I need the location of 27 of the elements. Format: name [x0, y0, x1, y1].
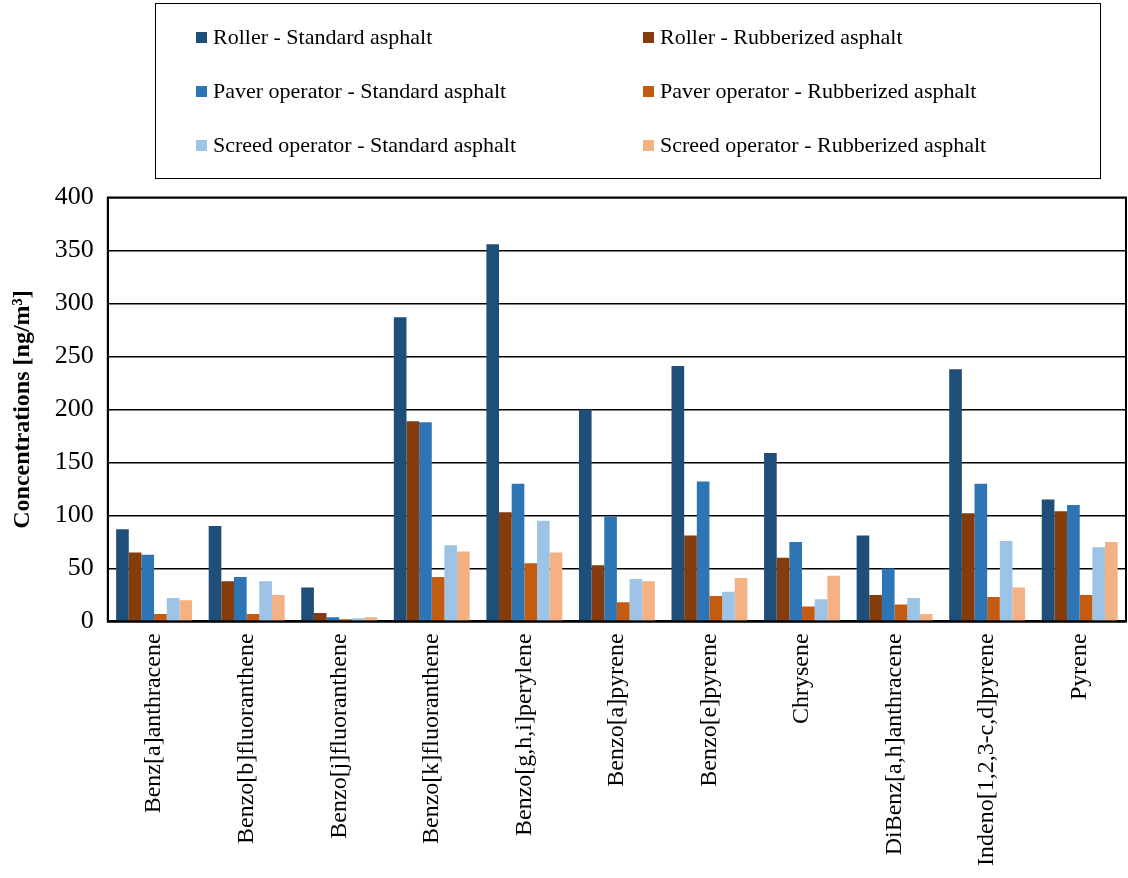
- y-tick-label: 400: [54, 181, 94, 211]
- x-tick-label: Indeno[1,2,3-c,d]pyrene: [972, 633, 999, 867]
- y-tick-label: 50: [67, 552, 94, 582]
- y-axis-title: Concentrations [ng/m³]: [7, 290, 34, 529]
- x-tick-label: Chrysene: [787, 633, 814, 725]
- legend-label: Roller - Rubberized asphalt: [660, 24, 903, 50]
- legend-label: Paver operator - Standard asphalt: [213, 78, 507, 104]
- x-tick-label: Benzo[j]fluoranthene: [324, 633, 351, 839]
- x-tick-label: Pyrene: [1065, 633, 1092, 701]
- y-tick-label: 100: [54, 499, 94, 529]
- x-tick-label: Benzo[e]pyrene: [694, 633, 721, 787]
- x-tick-label: Benzo[a]pyrene: [602, 633, 629, 787]
- y-tick-label: 250: [54, 340, 94, 370]
- y-tick-label: 150: [54, 446, 94, 476]
- x-tick-label: Benzo[g,h,i]perylene: [509, 633, 536, 837]
- y-tick-label: 200: [54, 393, 94, 423]
- y-tick-label: 300: [54, 287, 94, 317]
- y-tick-label: 0: [80, 605, 94, 635]
- y-tick-label: 350: [54, 234, 94, 264]
- legend-label: Screed operator - Standard asphalt: [213, 132, 516, 158]
- legend-label: Screed operator - Rubberized asphalt: [660, 132, 987, 158]
- x-tick-label: Benzo[b]fluoranthene: [231, 633, 258, 845]
- x-tick-label: Benzo[k]fluoranthene: [417, 633, 444, 845]
- x-tick-label: Benz[a]anthracene: [139, 633, 166, 814]
- legend-label: Paver operator - Rubberized asphalt: [660, 78, 977, 104]
- x-tick-label: DiBenz[a,h]anthracene: [879, 633, 906, 856]
- legend-label: Roller - Standard asphalt: [213, 24, 433, 50]
